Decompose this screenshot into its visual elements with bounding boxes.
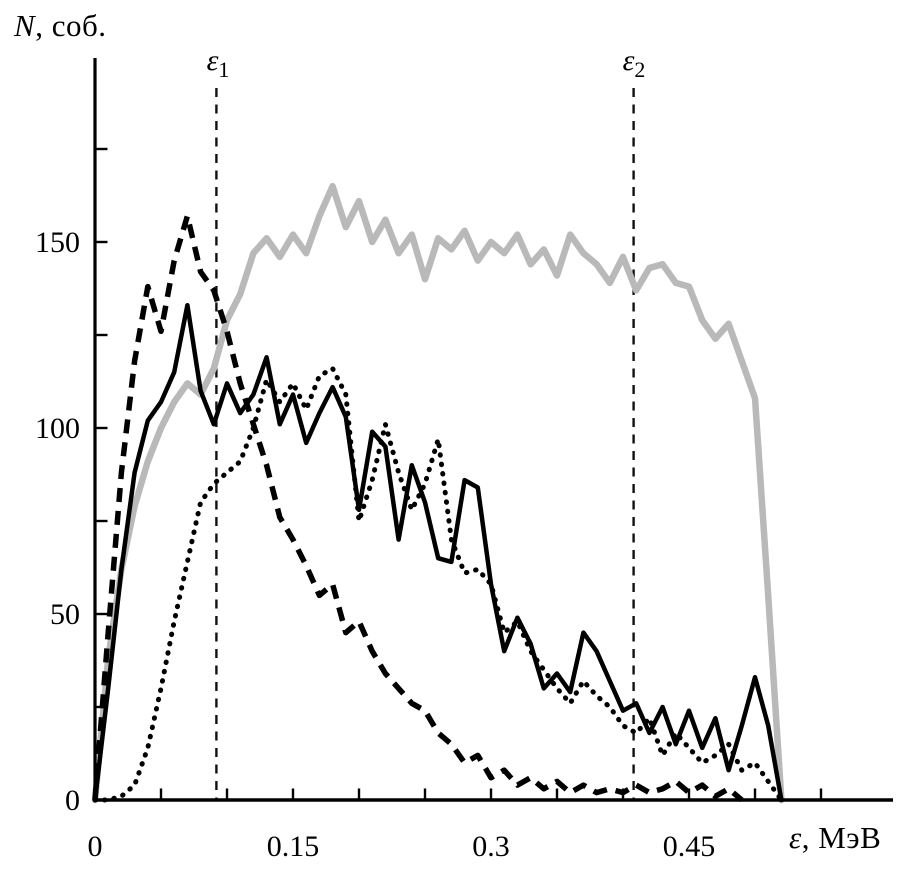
epsilon2-threshold-label: ε2 xyxy=(622,44,646,82)
y-tick-label: 50 xyxy=(50,598,80,631)
x-axis-title: ε, МэВ xyxy=(789,820,881,856)
y-axis-units: , соб. xyxy=(35,8,107,43)
x-tick-label: 0.45 xyxy=(663,830,716,863)
black-dashed-spectrum-line xyxy=(92,213,744,803)
gray-wide-spectrum-line xyxy=(91,182,785,804)
black-solid-spectrum-line xyxy=(92,302,784,803)
y-axis-symbol: N xyxy=(14,8,36,43)
x-tick-label: 0.3 xyxy=(472,830,510,863)
y-tick-label: 100 xyxy=(35,412,80,445)
x-tick-label: 0 xyxy=(88,830,103,863)
x-tick-label: 0.15 xyxy=(267,830,320,863)
x-axis-symbol: ε xyxy=(789,820,802,855)
epsilon1-threshold-label: ε1 xyxy=(206,44,230,82)
x-axis-units: , МэВ xyxy=(801,820,882,855)
y-tick-label: 150 xyxy=(35,226,80,259)
y-axis-title: N, соб. xyxy=(14,8,106,44)
y-tick-label: 0 xyxy=(65,784,80,817)
black-dotted-spectrum-line xyxy=(92,366,784,803)
